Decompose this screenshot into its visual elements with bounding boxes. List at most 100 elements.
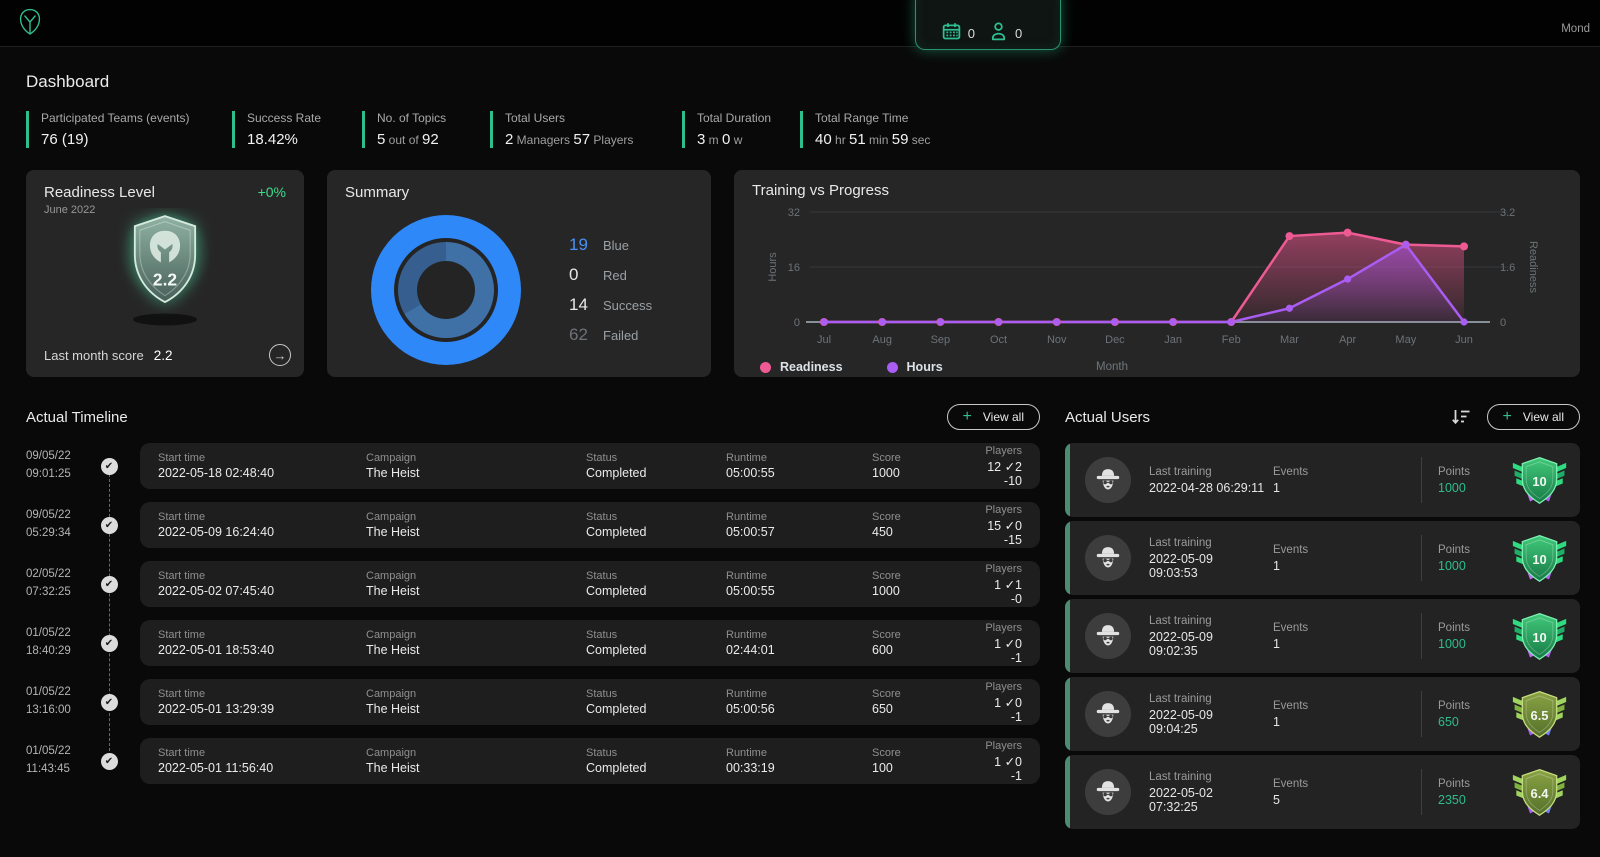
svg-text:Oct: Oct bbox=[990, 334, 1007, 346]
kpi-stat: No. of Topics 5 out of 92 bbox=[362, 111, 490, 148]
timeline-list: 09/05/22 09:01:25 ✔ Start time 2022-05-18 … bbox=[26, 443, 1040, 784]
vertical-divider bbox=[1421, 769, 1422, 815]
summary-legend-item: 62 Failed bbox=[569, 325, 652, 345]
user-accent-bar bbox=[1065, 755, 1070, 829]
svg-text:0: 0 bbox=[794, 317, 800, 329]
user-avatar bbox=[1085, 613, 1131, 659]
check-icon: ✔ bbox=[100, 457, 118, 475]
svg-text:10: 10 bbox=[1532, 474, 1546, 489]
user-avatar bbox=[1085, 769, 1131, 815]
summary-legend-item: 19 Blue bbox=[569, 235, 652, 255]
svg-text:6.5: 6.5 bbox=[1531, 708, 1549, 723]
rank-badge-icon: 6.5 bbox=[1512, 690, 1567, 738]
user-row[interactable]: Last training 2022-05-02 07:32:25 Events… bbox=[1065, 755, 1580, 829]
users-title: Actual Users bbox=[1065, 408, 1151, 426]
summary-legend-item: 0 Red bbox=[569, 265, 652, 285]
timeline-row[interactable]: Start time 2022-05-02 07:45:40 Campaign Th… bbox=[140, 561, 1040, 607]
legend-dot-icon bbox=[760, 361, 771, 373]
calendar-icon[interactable] bbox=[941, 21, 962, 42]
stat-value: 40 hr 51 min 59 sec bbox=[815, 131, 931, 148]
timeline-node: ✔ bbox=[96, 457, 122, 475]
svg-text:3.2: 3.2 bbox=[1500, 207, 1515, 219]
svg-text:10: 10 bbox=[1532, 630, 1546, 645]
timeline-row[interactable]: Start time 2022-05-18 02:48:40 Campaign Th… bbox=[140, 443, 1040, 489]
user-avatar bbox=[1085, 691, 1131, 737]
chart-legend-item: Hours bbox=[886, 360, 943, 374]
rank-badge-icon: 10 bbox=[1512, 534, 1567, 582]
users-view-all-button[interactable]: + View all bbox=[1486, 404, 1580, 430]
timeline-timestamp: 01/05/22 11:43:45 bbox=[26, 745, 71, 775]
view-all-label: View all bbox=[982, 410, 1024, 424]
timeline-timestamp: 02/05/22 07:32:25 bbox=[26, 568, 71, 598]
user-avatar bbox=[1085, 535, 1131, 581]
detective-avatar-icon bbox=[1096, 703, 1120, 724]
timeline-row[interactable]: Start time 2022-05-09 16:24:40 Campaign Th… bbox=[140, 502, 1040, 548]
user-row[interactable]: Last training 2022-05-09 09:04:25 Events… bbox=[1065, 677, 1580, 751]
svg-text:May: May bbox=[1395, 334, 1416, 346]
svg-text:Dec: Dec bbox=[1105, 334, 1125, 346]
arrow-right-icon: → bbox=[273, 347, 287, 363]
timeline-node: ✔ bbox=[96, 752, 122, 770]
stat-label: Success Rate bbox=[247, 111, 322, 125]
timeline-view-all-button[interactable]: + View all bbox=[946, 404, 1040, 430]
kpi-stat: Total Duration 3 m 0 w bbox=[682, 111, 800, 148]
brand-logo[interactable] bbox=[18, 8, 42, 41]
legend-label: Blue bbox=[603, 238, 630, 253]
readiness-details-button[interactable]: → bbox=[269, 344, 291, 366]
summary-title: Summary bbox=[345, 184, 410, 201]
timeline-timestamp: 01/05/22 13:16:00 bbox=[26, 686, 71, 716]
legend-value: 14 bbox=[569, 295, 588, 314]
check-icon: ✔ bbox=[100, 516, 118, 534]
svg-text:16: 16 bbox=[788, 262, 800, 274]
timeline-node: ✔ bbox=[96, 693, 122, 711]
sort-descending-button[interactable] bbox=[1451, 408, 1471, 426]
user-row[interactable]: Last training 2022-05-09 09:03:53 Events… bbox=[1065, 521, 1580, 595]
timeline-row[interactable]: Start time 2022-05-01 18:53:40 Campaign Th… bbox=[140, 620, 1040, 666]
timeline-row[interactable]: Start time 2022-05-01 13:29:39 Campaign Th… bbox=[140, 679, 1040, 725]
training-progress-card: Training vs Progress 0 16 32 0 1.6 3.2 Jul Aug S… bbox=[734, 170, 1580, 377]
legend-series-label: Hours bbox=[906, 360, 943, 374]
stat-label: Total Duration bbox=[697, 111, 772, 125]
actual-timeline-section: Actual Timeline + View all 09/05/22 09:01… bbox=[26, 403, 1040, 833]
svg-text:10: 10 bbox=[1532, 552, 1546, 567]
user-row[interactable]: Last training 2022-04-28 06:29:11 Events… bbox=[1065, 443, 1580, 517]
user-accent-bar bbox=[1065, 677, 1070, 751]
user-accent-bar bbox=[1065, 521, 1070, 595]
training-title: Training vs Progress bbox=[752, 182, 889, 199]
readiness-shield-icon: 2.2 bbox=[119, 212, 211, 326]
detective-avatar-icon bbox=[1096, 781, 1120, 802]
helmet-logo-icon bbox=[19, 8, 41, 35]
vertical-divider bbox=[1421, 535, 1422, 581]
last-month-score-value: 2.2 bbox=[153, 347, 173, 363]
summary-cards-row: Readiness Level +0% June 2022 bbox=[26, 170, 1580, 377]
user-row[interactable]: Last training 2022-05-09 09:02:35 Events… bbox=[1065, 599, 1580, 673]
plus-icon: + bbox=[1502, 408, 1512, 425]
user-accent-bar bbox=[1065, 443, 1070, 517]
timeline-timestamp: 09/05/22 09:01:25 bbox=[26, 450, 71, 480]
readiness-subtitle: June 2022 bbox=[44, 204, 96, 216]
view-all-label: View all bbox=[1522, 410, 1564, 424]
kpi-stat: Total Users 2 Managers 57 Players bbox=[490, 111, 682, 148]
stat-label: No. of Topics bbox=[377, 111, 447, 125]
timeline-node: ✔ bbox=[96, 575, 122, 593]
notifications-widget[interactable]: 0 0 bbox=[915, 0, 1061, 50]
stat-value: 5 out of 92 bbox=[377, 131, 439, 148]
last-month-score-label: Last month score bbox=[44, 347, 144, 363]
svg-text:6.4: 6.4 bbox=[1531, 786, 1550, 801]
stat-value: 3 m 0 w bbox=[697, 131, 743, 148]
main-content: Dashboard Participated Teams (events) 76… bbox=[0, 72, 1600, 833]
calendar-count: 0 bbox=[967, 26, 975, 41]
svg-text:32: 32 bbox=[788, 207, 800, 219]
chart-legend-item: Readiness bbox=[760, 360, 843, 374]
detective-avatar-icon bbox=[1096, 547, 1120, 568]
svg-text:Feb: Feb bbox=[1222, 334, 1241, 346]
kpi-stats-row: Participated Teams (events) 76 (19) Succ… bbox=[26, 111, 1580, 148]
svg-text:Readiness: Readiness bbox=[1527, 241, 1539, 293]
user-count: 0 bbox=[1015, 26, 1023, 41]
rank-badge: 6.5 bbox=[1512, 688, 1567, 740]
training-progress-chart: 0 16 32 0 1.6 3.2 Jul Aug Sep Oct Nov Dec Jan Feb Mar A… bbox=[767, 207, 1539, 346]
timeline-row[interactable]: Start time 2022-05-01 11:56:40 Campaign Th… bbox=[140, 738, 1040, 784]
svg-text:Apr: Apr bbox=[1339, 334, 1356, 346]
user-icon[interactable] bbox=[988, 21, 1009, 42]
vertical-divider bbox=[1421, 691, 1422, 737]
